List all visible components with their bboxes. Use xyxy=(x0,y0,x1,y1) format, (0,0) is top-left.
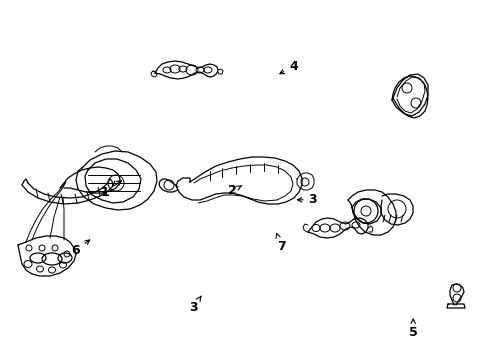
Text: 4: 4 xyxy=(279,60,297,74)
Text: 6: 6 xyxy=(71,240,89,257)
Text: 3: 3 xyxy=(297,193,317,206)
Text: 3: 3 xyxy=(188,296,201,314)
Text: 7: 7 xyxy=(275,233,285,253)
Text: 2: 2 xyxy=(227,184,242,197)
Text: 5: 5 xyxy=(408,319,417,339)
Text: 1: 1 xyxy=(101,181,121,199)
